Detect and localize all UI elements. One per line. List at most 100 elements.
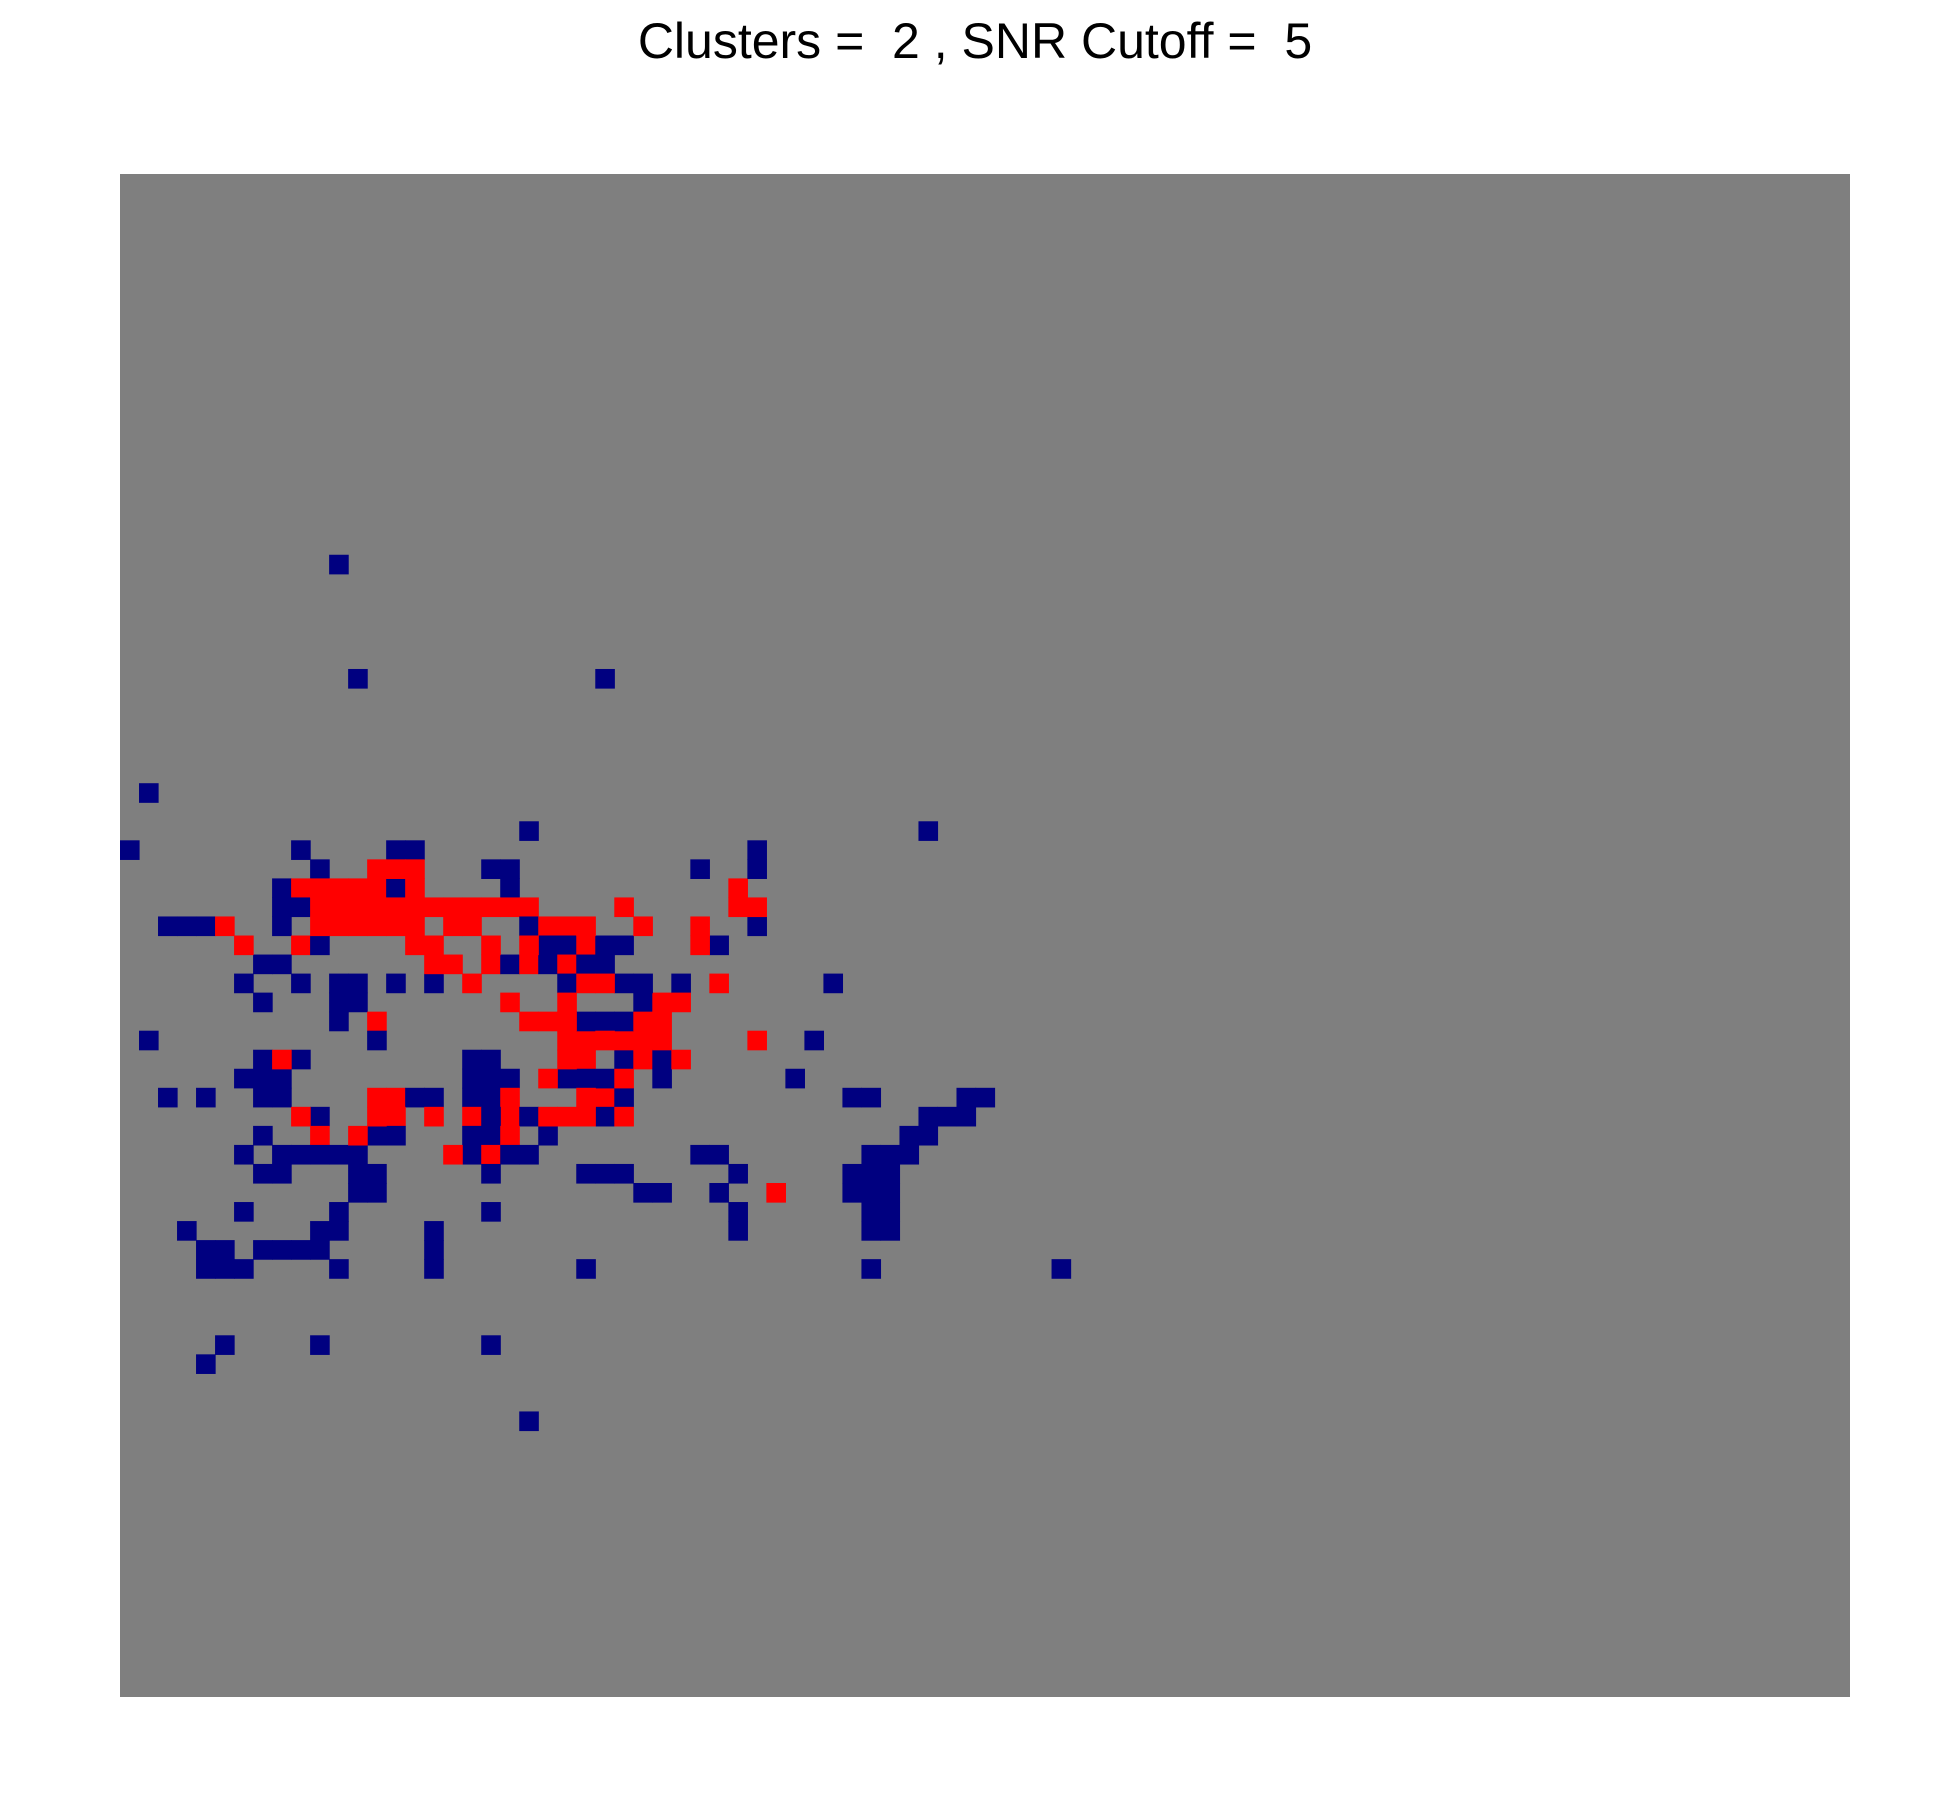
- heatmap-cell-cluster-1: [937, 1106, 958, 1127]
- heatmap-cell-cluster-1: [329, 1202, 349, 1222]
- heatmap-cell-cluster-1: [310, 859, 330, 879]
- heatmap-cell-cluster-1: [823, 973, 844, 994]
- heatmap-cell-cluster-1: [481, 1106, 501, 1127]
- heatmap-cell-cluster-1: [899, 1144, 920, 1165]
- heatmap-cell-cluster-1: [747, 840, 767, 860]
- heatmap-cell-cluster-1: [633, 973, 653, 994]
- heatmap-cell-cluster-2: [367, 878, 387, 899]
- heatmap-cell-cluster-1: [880, 1221, 901, 1241]
- heatmap-cell-cluster-1: [291, 1240, 311, 1260]
- heatmap-cell-cluster-2: [310, 1125, 330, 1146]
- heatmap-cell-cluster-2: [386, 916, 406, 937]
- heatmap-cell-cluster-1: [348, 1182, 368, 1203]
- heatmap-cell-cluster-1: [253, 1049, 273, 1070]
- heatmap-cell-cluster-2: [481, 954, 501, 975]
- heatmap-cell-cluster-2: [481, 935, 501, 956]
- heatmap-cell-cluster-2: [367, 1011, 387, 1032]
- heatmap-cell-cluster-1: [728, 1202, 748, 1222]
- heatmap-cell-cluster-1: [386, 1125, 406, 1146]
- heatmap-cell-cluster-1: [291, 897, 311, 918]
- heatmap-cell-cluster-1: [215, 1259, 235, 1279]
- heatmap-cell-cluster-1: [329, 973, 349, 994]
- heatmap-cell-cluster-1: [481, 1125, 501, 1146]
- heatmap-cell-cluster-2: [538, 1011, 558, 1032]
- heatmap-cell-cluster-2: [405, 878, 425, 899]
- heatmap-cell-cluster-2: [424, 897, 444, 918]
- heatmap-cell-cluster-1: [348, 668, 368, 689]
- heatmap-cell-cluster-1: [519, 1144, 539, 1165]
- heatmap-cell-cluster-1: [367, 1125, 387, 1146]
- heatmap-cell-cluster-1: [481, 859, 501, 879]
- heatmap-cell-cluster-2: [538, 1068, 558, 1089]
- heatmap-cell-cluster-1: [405, 840, 425, 860]
- heatmap-cell-cluster-2: [462, 916, 482, 937]
- heatmap-cell-cluster-1: [253, 1087, 273, 1108]
- heatmap-cell-cluster-1: [215, 1240, 235, 1260]
- heatmap-cell-cluster-2: [329, 916, 349, 937]
- heatmap-cell-cluster-2: [709, 973, 729, 994]
- heatmap-cell-cluster-2: [519, 1011, 539, 1032]
- heatmap-cell-cluster-2: [500, 1106, 520, 1127]
- heatmap-cell-cluster-1: [956, 1106, 977, 1127]
- heatmap-cell-cluster-2: [576, 1049, 596, 1070]
- heatmap-cell-cluster-1: [367, 1182, 387, 1203]
- heatmap-cell-cluster-1: [310, 1240, 330, 1260]
- heatmap-cell-cluster-1: [500, 954, 520, 975]
- heatmap-cell-cluster-2: [291, 1106, 311, 1127]
- heatmap-cell-cluster-1: [348, 1163, 368, 1184]
- heatmap-cell-cluster-2: [443, 1144, 463, 1165]
- heatmap-cell-cluster-2: [348, 897, 368, 918]
- heatmap-cell-cluster-1: [500, 1068, 520, 1089]
- heatmap-cell-cluster-1: [728, 1163, 748, 1184]
- heatmap-cell-cluster-1: [424, 1221, 444, 1241]
- heatmap-cell-cluster-2: [557, 1030, 577, 1051]
- heatmap-cell-cluster-1: [918, 821, 939, 841]
- heatmap-cell-cluster-2: [747, 897, 767, 918]
- heatmap-cell-cluster-1: [177, 1221, 197, 1241]
- heatmap-cell-cluster-2: [614, 1106, 634, 1127]
- heatmap-cell-cluster-1: [291, 840, 311, 860]
- heatmap-cell-cluster-2: [557, 1049, 577, 1070]
- heatmap-cell-cluster-1: [348, 973, 368, 994]
- heatmap-cell-cluster-2: [671, 992, 691, 1013]
- heatmap-cell-cluster-1: [709, 935, 729, 956]
- heatmap-cell-cluster-1: [842, 1087, 863, 1108]
- heatmap-cell-cluster-1: [576, 954, 596, 975]
- heatmap-cell-cluster-2: [728, 897, 748, 918]
- heatmap-cell-cluster-2: [386, 897, 406, 918]
- heatmap-cell-cluster-1: [538, 935, 558, 956]
- heatmap-cell-cluster-2: [405, 916, 425, 937]
- heatmap-cell-cluster-1: [481, 1202, 501, 1222]
- heatmap-cell-cluster-2: [348, 878, 368, 899]
- heatmap-cell-cluster-2: [500, 1087, 520, 1108]
- heatmap-cell-cluster-2: [690, 916, 710, 937]
- heatmap-cell-cluster-2: [405, 935, 425, 956]
- heatmap-cell-cluster-1: [234, 1068, 254, 1089]
- heatmap-cell-cluster-1: [557, 1068, 577, 1089]
- heatmap-cell-cluster-1: [595, 1068, 615, 1089]
- heatmap-cell-cluster-1: [652, 1049, 672, 1070]
- heatmap-cell-cluster-1: [481, 1087, 501, 1108]
- heatmap-cell-cluster-1: [272, 1240, 292, 1260]
- heatmap-cell-cluster-1: [139, 1030, 159, 1051]
- heatmap-cell-cluster-2: [576, 935, 596, 956]
- heatmap-cell-cluster-2: [310, 897, 330, 918]
- heatmap-cell-cluster-2: [690, 935, 710, 956]
- heatmap-cell-cluster-1: [462, 1087, 482, 1108]
- heatmap-cell-cluster-1: [880, 1202, 901, 1222]
- heatmap-cell-cluster-2: [367, 897, 387, 918]
- heatmap-cell-cluster-2: [538, 1106, 558, 1127]
- heatmap-cell-cluster-2: [519, 897, 539, 918]
- heatmap-cell-cluster-1: [310, 1335, 330, 1355]
- heatmap-cell-cluster-1: [386, 973, 406, 994]
- heatmap-cell-cluster-2: [614, 1068, 634, 1089]
- heatmap-cell-cluster-1: [291, 973, 311, 994]
- heatmap-cell-cluster-1: [234, 1259, 254, 1279]
- heatmap-cell-cluster-1: [538, 1125, 558, 1146]
- heatmap-cell-cluster-1: [671, 973, 691, 994]
- heatmap-cell-cluster-2: [576, 1030, 596, 1051]
- heatmap-cell-cluster-2: [367, 916, 387, 937]
- heatmap-cell-cluster-1: [614, 1011, 634, 1032]
- heatmap-cell-cluster-1: [633, 1182, 653, 1203]
- heatmap-cell-cluster-1: [462, 1144, 482, 1165]
